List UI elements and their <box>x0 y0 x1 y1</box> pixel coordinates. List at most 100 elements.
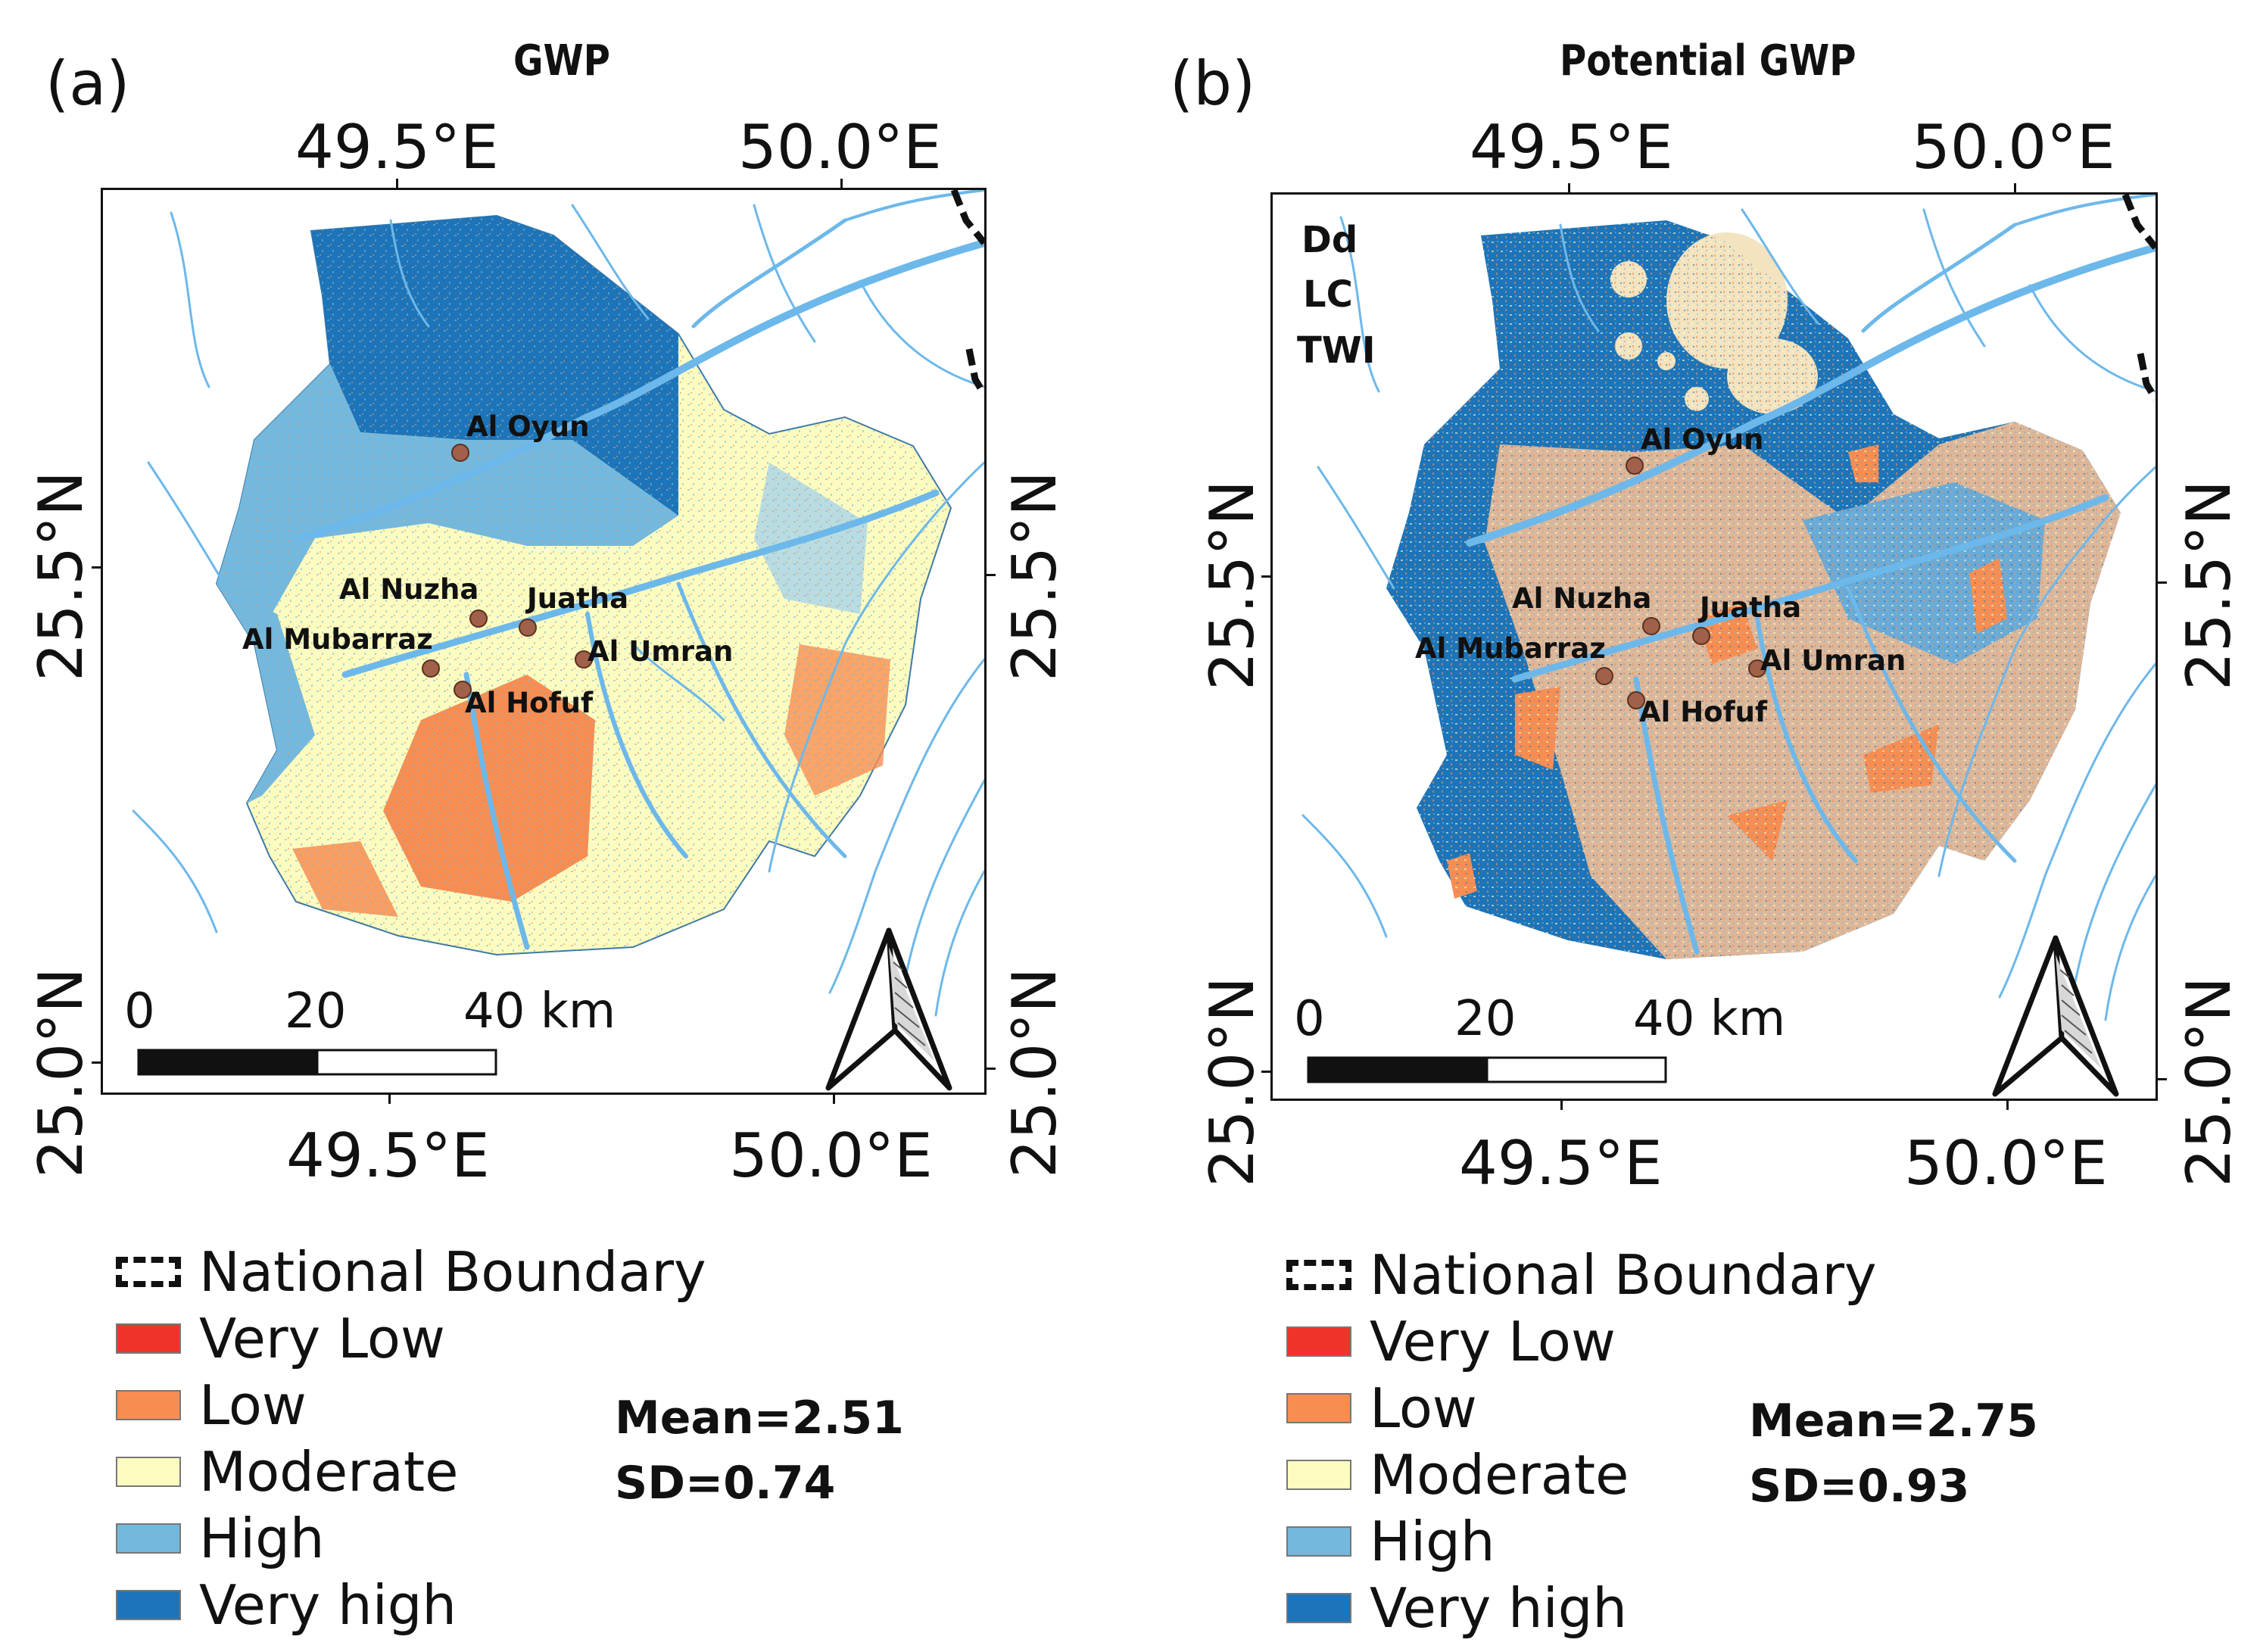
tick <box>1568 183 1570 194</box>
boundary-swatch <box>116 1257 181 1287</box>
city-marker <box>422 659 440 678</box>
color-swatch <box>116 1523 181 1554</box>
color-swatch <box>1286 1526 1351 1557</box>
city-marker <box>454 681 472 699</box>
mean-value: Mean=2.75 <box>1749 1395 2038 1448</box>
map-svg: Al Oyun Al Nuzha Juatha Al Mubarraz Al U… <box>124 190 984 1091</box>
city-marker <box>451 444 469 462</box>
legend-label: Very high <box>1370 1576 1628 1640</box>
tick <box>1560 1099 1563 1110</box>
tick <box>396 179 398 189</box>
city-marker <box>1626 457 1644 475</box>
tick <box>840 179 843 189</box>
left-y-label-1: 25.5°N <box>26 471 96 681</box>
city-label: Al Hofuf <box>465 687 594 719</box>
tick <box>2156 1078 2167 1080</box>
bottom-x-label-1: 49.5°E <box>286 1121 490 1191</box>
right-y-label-1: 25.5°N <box>999 471 1070 681</box>
factor-label: LC <box>1303 273 1353 316</box>
tick <box>2006 1099 2009 1110</box>
panel-label: (b) <box>1170 48 1256 119</box>
map-frame[interactable]: Al Oyun Al Nuzha Juatha Al Mubarraz Al U… <box>101 188 987 1095</box>
top-x-label-2: 50.0°E <box>738 112 942 182</box>
legend-label: Low <box>1370 1376 1477 1440</box>
scale-label-20: 20 <box>1454 991 1516 1047</box>
tick <box>2014 183 2016 194</box>
legend-label: National Boundary <box>1370 1243 1877 1307</box>
city-label: Juatha <box>525 582 628 615</box>
panel-b: (b) Potential GWP 49.5°E 50.0°E <box>1170 0 2260 1652</box>
left-y-label-2: 25.0°N <box>26 968 96 1178</box>
legend-item-national-boundary: National Boundary <box>116 1240 706 1304</box>
tick <box>985 574 996 576</box>
scale-bar: 0 20 40 km <box>124 983 616 1076</box>
city-marker <box>1748 659 1766 678</box>
legend-label: High <box>199 1507 325 1570</box>
bottom-x-label-1: 49.5°E <box>1459 1128 1663 1198</box>
color-swatch <box>116 1590 181 1620</box>
sd-value: SD=0.93 <box>1749 1460 1970 1513</box>
tick <box>1261 575 1272 578</box>
left-y-label-2: 25.0°N <box>1197 977 1267 1187</box>
city-marker <box>519 619 537 637</box>
legend-item-moderate: Moderate <box>116 1440 458 1504</box>
scale-bar: 0 20 40 km <box>1294 991 1785 1083</box>
legend-item-very-low: Very Low <box>1286 1310 1616 1373</box>
scale-label-0: 0 <box>124 983 155 1040</box>
city-label: Al Nuzha <box>1512 582 1651 615</box>
panel-a: (a) GWP 49.5°E 50.0°E <box>26 36 1070 1637</box>
scale-label-40: 40 km <box>1633 991 1785 1047</box>
tick <box>833 1093 835 1104</box>
legend-item-national-boundary: National Boundary <box>1286 1243 1877 1307</box>
city-label: Juatha <box>1697 591 1801 624</box>
city-label: Al Mubarraz <box>242 623 433 656</box>
sd-value: SD=0.74 <box>615 1457 836 1510</box>
statistics: Mean=2.51 SD=0.74 <box>615 1385 904 1516</box>
map-frame[interactable]: Dd LC TWI Al Oyun Al Nuzha Juatha Al Mub… <box>1270 192 2158 1101</box>
north-arrow-icon <box>1992 935 2119 1097</box>
city-label: Al Nuzha <box>339 573 478 606</box>
city-label: Al Mubarraz <box>1415 632 1606 665</box>
cities: Al Oyun Al Nuzha Juatha Al Mubarraz Al U… <box>242 410 733 719</box>
tick <box>92 566 102 569</box>
bottom-x-label-2: 50.0°E <box>1904 1128 2108 1198</box>
color-swatch <box>116 1390 181 1420</box>
legend-item-very-low: Very Low <box>116 1307 445 1370</box>
bottom-x-label-2: 50.0°E <box>729 1121 933 1191</box>
tick <box>388 1093 391 1104</box>
statistics: Mean=2.75 SD=0.93 <box>1749 1389 2038 1519</box>
top-x-label-1: 49.5°E <box>295 112 499 182</box>
tick <box>2156 581 2167 584</box>
left-y-label-1: 25.5°N <box>1197 480 1267 690</box>
right-y-label-1: 25.5°N <box>2174 480 2244 690</box>
scale-label-20: 20 <box>285 983 346 1040</box>
legend-label: National Boundary <box>199 1240 706 1304</box>
scale-label-0: 0 <box>1294 991 1325 1047</box>
color-swatch <box>1286 1460 1351 1490</box>
city-marker <box>1627 691 1645 709</box>
city-marker <box>1642 617 1660 635</box>
legend-item-very-high: Very high <box>1286 1576 1628 1640</box>
legend-label: Very Low <box>199 1307 445 1370</box>
national-boundary <box>2121 195 2156 401</box>
legend-item-moderate: Moderate <box>1286 1443 1629 1507</box>
legend-label: Very high <box>199 1573 457 1637</box>
right-y-label-2: 25.0°N <box>2174 977 2244 1187</box>
city-label: Al Umran <box>588 635 733 668</box>
legend-item-high: High <box>116 1507 325 1570</box>
city-marker <box>469 609 488 628</box>
right-y-label-2: 25.0°N <box>999 968 1070 1178</box>
river-network <box>1301 195 2156 1021</box>
legend-item-low: Low <box>1286 1376 1477 1440</box>
tick <box>1261 1071 1272 1073</box>
map-svg: Dd LC TWI Al Oyun Al Nuzha Juatha Al Mub… <box>1294 195 2156 1097</box>
city-marker <box>1595 667 1613 685</box>
color-swatch <box>1286 1326 1351 1357</box>
factor-label: TWI <box>1297 329 1376 372</box>
river-network <box>132 190 984 1017</box>
color-swatch <box>116 1323 181 1354</box>
panel-title: Potential GWP <box>1560 36 1856 86</box>
legend-item-low: Low <box>116 1373 307 1437</box>
city-marker <box>575 650 593 669</box>
color-swatch <box>1286 1393 1351 1423</box>
